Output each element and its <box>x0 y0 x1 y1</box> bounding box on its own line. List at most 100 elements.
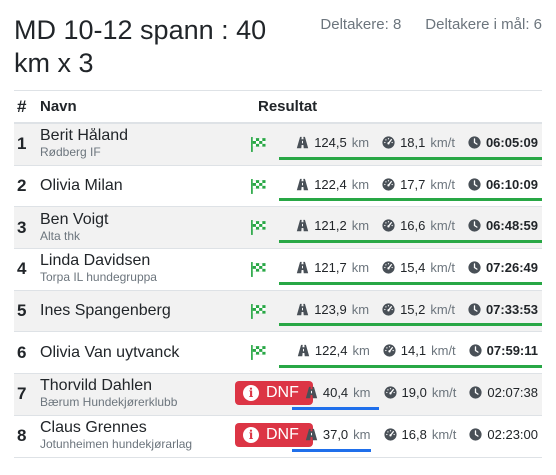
header-num: # <box>17 96 27 116</box>
time-value: 02:07:38 <box>487 385 538 401</box>
table-row[interactable]: 4 Linda Davidsen Torpa IL hundegruppa 121,7… <box>14 249 542 291</box>
speedometer-icon <box>383 344 396 358</box>
progress-bar <box>279 156 542 160</box>
time-value: 06:48:59 <box>485 218 538 234</box>
participant-club: Rødberg IF <box>40 145 101 160</box>
table-row[interactable]: 2 Olivia Milan 122,4 km 17,7 km/t 06:10:09 <box>14 166 542 208</box>
rank: 6 <box>17 342 27 362</box>
header-result: Resultat <box>258 98 318 115</box>
time-value: 07:33:53 <box>485 301 538 317</box>
rank: 1 <box>17 134 27 154</box>
info-circle-icon: i <box>243 385 259 402</box>
table-row[interactable]: 8 Claus Grennes Jotunheimen hundekjørarlag… <box>14 416 542 458</box>
distance-value: 121,7 <box>314 260 347 276</box>
result-cell: 122,4 km 14,1 km/t 07:59:11 <box>240 332 542 373</box>
speed-value: 19,0 <box>401 385 427 401</box>
speedometer-icon <box>383 428 397 441</box>
speedometer-icon <box>382 136 395 149</box>
progress-bar <box>279 365 542 369</box>
table-row[interactable]: 7 Thorvild Dahlen Bærum Hundekjørerklubb i D… <box>14 374 542 416</box>
result-metrics: 123,9 km 15,2 km/t 07:33:53 <box>296 302 538 317</box>
clock-icon <box>468 303 481 316</box>
distance-value: 123,9 <box>314 301 347 317</box>
rank: 7 <box>17 384 27 404</box>
progress-bar <box>279 240 542 244</box>
speedometer-icon <box>382 261 395 274</box>
participant: Olivia Milan <box>40 178 240 194</box>
speed-value: 18,1 <box>400 135 426 150</box>
results-table: # Navn Resultat 1 Berit Håland Rødberg IF 1… <box>14 90 542 458</box>
participants-count: Deltakere: 8 <box>320 16 402 33</box>
page-title: MD 10-12 spann : 40 km x 3 <box>14 15 267 78</box>
road-icon <box>305 386 318 399</box>
clock-icon <box>469 428 482 441</box>
result-cell: 124,5 km 18,1 km/t 06:05:09 <box>240 124 542 165</box>
speed-value: 17,7 <box>400 176 426 192</box>
speed-value: 16,8 <box>401 426 427 442</box>
dnf-badge[interactable]: i DNF <box>235 422 313 447</box>
progress-bar <box>279 323 542 327</box>
checkered-flag-icon <box>250 261 267 278</box>
result-metrics: 122,4 km 14,1 km/t 07:59:11 <box>297 343 538 358</box>
participant-name[interactable]: Olivia Van uytvanck <box>40 344 180 361</box>
time-value: 06:05:09 <box>485 135 538 150</box>
participant-name[interactable]: Claus Grennes <box>40 420 147 437</box>
result-metrics: 40,4 km 19,0 km/t 02:07:38 <box>305 385 538 400</box>
time-value: 02:23:00 <box>487 426 538 442</box>
speed-unit: km/t <box>430 260 455 276</box>
distance-unit: km <box>351 260 370 276</box>
road-icon <box>296 136 309 149</box>
result-cell: 121,2 km 16,6 km/t 06:48:59 <box>240 207 542 248</box>
distance-unit: km <box>351 176 370 192</box>
road-icon <box>296 178 309 191</box>
participant-club: Jotunheimen hundekjørarlag <box>40 437 193 452</box>
distance-value: 121,2 <box>314 218 347 234</box>
time-value: 06:10:09 <box>485 176 538 192</box>
progress-bar <box>279 281 542 285</box>
distance-unit: km <box>351 218 370 234</box>
participant-club: Bærum Hundekjørerklubb <box>40 395 178 410</box>
distance-value: 122,4 <box>314 176 347 192</box>
checkered-flag-icon <box>250 178 267 195</box>
participant-name[interactable]: Linda Davidsen <box>40 253 151 270</box>
table-row[interactable]: 5 Ines Spangenberg 123,9 km 15,2 km/t 07:33:53 <box>14 290 542 333</box>
checkered-flag-icon <box>250 219 267 236</box>
time-value: 07:26:49 <box>485 260 538 276</box>
dnf-badge[interactable]: i DNF <box>235 381 313 406</box>
result-cell: 123,9 km 15,2 km/t 07:33:53 <box>240 291 542 332</box>
table-row[interactable]: 1 Berit Håland Rødberg IF 124,5 km 18,1 km/t 06… <box>14 124 542 166</box>
participant-name[interactable]: Ines Spangenberg <box>40 303 171 320</box>
speed-value: 15,2 <box>400 301 426 317</box>
participant: Claus Grennes Jotunheimen hundekjørarlag <box>40 420 240 452</box>
speedometer-icon <box>382 303 395 316</box>
participant-name[interactable]: Thorvild Dahlen <box>40 378 153 395</box>
clock-icon <box>468 136 481 149</box>
road-icon <box>296 219 309 232</box>
speed-unit: km/t <box>430 301 455 317</box>
result-metrics: 37,0 km 16,8 km/t 02:23:00 <box>305 427 538 442</box>
progress-bar <box>292 406 379 410</box>
distance-value: 122,4 <box>314 343 348 359</box>
participant-name[interactable]: Ben Voigt <box>40 211 109 228</box>
dnf-label: DNF <box>266 384 299 402</box>
table-row[interactable]: 3 Ben Voigt Alta thk 121,2 km 16,6 km/t 06:48:5… <box>14 207 542 250</box>
road-icon <box>296 303 309 316</box>
participant-name[interactable]: Berit Håland <box>40 128 129 145</box>
checkered-flag-icon <box>250 136 267 153</box>
time-value: 07:59:11 <box>486 343 538 359</box>
participant-club: Torpa IL hundegruppa <box>40 270 157 285</box>
participant-name[interactable]: Olivia Milan <box>40 178 123 195</box>
clock-icon <box>469 344 482 358</box>
result-cell: i DNF 37,0 km 16,8 km/t 02:23:00 <box>235 416 542 457</box>
distance-unit: km <box>352 343 370 359</box>
result-cell: 121,7 km 15,4 km/t 07:26:49 <box>240 249 542 290</box>
rank: 5 <box>17 301 27 321</box>
clock-icon <box>468 219 481 232</box>
speed-value: 16,6 <box>400 218 426 234</box>
table-row[interactable]: 6 Olivia Van uytvanck 122,4 km 14,1 km/t 07:59… <box>14 332 542 375</box>
result-metrics: 124,5 km 18,1 km/t 06:05:09 <box>296 135 538 150</box>
speed-value: 15,4 <box>400 260 426 276</box>
speed-value: 14,1 <box>400 343 427 359</box>
participant: Olivia Van uytvanck <box>40 345 240 361</box>
speedometer-icon <box>382 219 395 232</box>
